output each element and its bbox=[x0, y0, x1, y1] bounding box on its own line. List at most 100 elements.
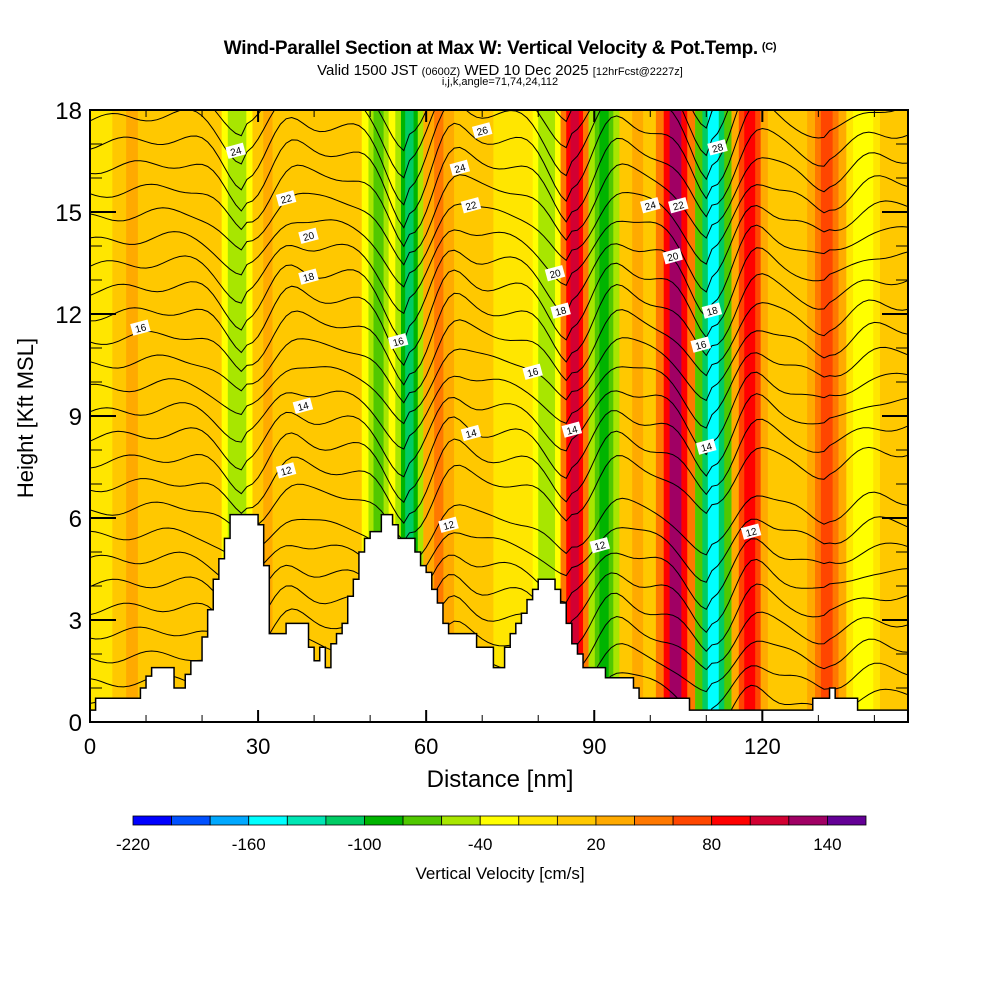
contour-label-text: 22 bbox=[280, 193, 294, 207]
theta-contour bbox=[90, 200, 908, 315]
contour-label-box bbox=[561, 421, 583, 438]
x-axis-label: Distance [nm] bbox=[426, 766, 574, 793]
valid-date: WED 10 Dec 2025 bbox=[464, 62, 589, 79]
contour-label-box bbox=[701, 302, 723, 319]
contour-label-text: 22 bbox=[672, 200, 686, 214]
contour-label-box bbox=[387, 333, 409, 350]
contour-label-text: 28 bbox=[711, 142, 725, 156]
contour-label-text: 14 bbox=[700, 441, 714, 455]
colorbar: -220 -160 -100 -40 20 80 140 bbox=[116, 815, 867, 854]
colorbar-tick-label: -100 bbox=[347, 835, 381, 854]
theta-contour bbox=[90, 110, 825, 206]
x-tick-label: 60 bbox=[414, 734, 438, 759]
contour-label-box bbox=[550, 302, 571, 319]
velocity-core bbox=[781, 110, 794, 722]
contour-label-box bbox=[690, 336, 711, 353]
velocity-core bbox=[707, 110, 719, 722]
contour-label-box bbox=[130, 319, 151, 336]
contour-label: 16 bbox=[522, 363, 543, 380]
colorbar-swatch bbox=[209, 815, 250, 826]
velocity-core bbox=[632, 110, 644, 722]
theta-contour bbox=[90, 299, 908, 404]
colorbar-swatch bbox=[441, 815, 481, 826]
x-tick-label: 120 bbox=[744, 734, 781, 759]
velocity-core bbox=[263, 110, 273, 722]
contour-label-text: 24 bbox=[453, 162, 467, 176]
colorbar-swatch bbox=[711, 815, 751, 826]
contour-label-box bbox=[707, 139, 728, 156]
contour-label-text: 24 bbox=[229, 145, 243, 159]
contour-label: 22 bbox=[460, 197, 482, 214]
colorbar-tick-label: 140 bbox=[813, 835, 841, 854]
velocity-core bbox=[744, 110, 756, 722]
contour-label-text: 16 bbox=[134, 322, 148, 336]
contour-label: 14 bbox=[561, 421, 583, 438]
chart-title: Wind-Parallel Section at Max W: Vertical… bbox=[0, 38, 1000, 60]
velocity-core bbox=[669, 110, 682, 722]
colorbar-swatch bbox=[132, 815, 172, 826]
velocity-core bbox=[232, 110, 242, 722]
contour-label-text: 18 bbox=[554, 305, 568, 319]
valid-utc: (0600Z) bbox=[421, 66, 461, 78]
contour-label-box bbox=[275, 462, 297, 479]
theta-contour bbox=[90, 446, 908, 542]
theta-contour bbox=[90, 110, 899, 229]
y-tick-label: 15 bbox=[55, 200, 82, 227]
velocity-core bbox=[570, 110, 579, 722]
theta-contour bbox=[90, 152, 908, 266]
contour-label: 16 bbox=[387, 333, 409, 350]
forecast-info: [12hrFcst@2227z] bbox=[592, 66, 683, 78]
velocity-core bbox=[373, 110, 384, 722]
contour-labels: 24 22 20 18 16 14 12 26 24 22 16 14 12 16 20 18 14 12 24 22… bbox=[130, 122, 762, 553]
chart-subtitle: Valid 1500 JST (0600Z) WED 10 Dec 2025 [… bbox=[0, 62, 1000, 79]
terrain bbox=[90, 513, 908, 722]
contour-label-box bbox=[544, 265, 566, 282]
contour-label-text: 16 bbox=[694, 339, 708, 353]
colorbar-swatch bbox=[518, 815, 558, 826]
velocity-core bbox=[820, 110, 833, 722]
colorbar-swatch bbox=[595, 815, 635, 826]
y-tick-label: 12 bbox=[55, 302, 82, 329]
theta-contour bbox=[90, 371, 908, 478]
contour-label-box bbox=[225, 142, 246, 159]
colorbar-tick-label: 80 bbox=[702, 835, 721, 854]
velocity-core bbox=[467, 110, 480, 722]
colorbar-swatch bbox=[286, 815, 327, 826]
theta-contour bbox=[90, 175, 908, 288]
contour-label-box bbox=[640, 197, 661, 214]
contour-label: 18 bbox=[550, 302, 571, 319]
x-tick-label: 90 bbox=[582, 734, 606, 759]
contour-label-text: 14 bbox=[465, 428, 479, 442]
contour-label-text: 18 bbox=[705, 305, 719, 319]
section-indices: i,j,k,angle=71,74,24,112 bbox=[441, 76, 559, 88]
contour-label: 24 bbox=[449, 159, 471, 176]
contour-label-box bbox=[298, 227, 319, 244]
contour-label: 22 bbox=[275, 190, 297, 207]
contour-label: 24 bbox=[225, 142, 246, 159]
contour-label: 18 bbox=[701, 302, 723, 319]
contour-label: 14 bbox=[292, 397, 314, 414]
contour-label-text: 16 bbox=[392, 336, 406, 350]
theta-contour bbox=[90, 273, 908, 386]
contour-label-box bbox=[740, 523, 762, 540]
contour-label-text: 22 bbox=[465, 200, 479, 214]
terrain-polygon bbox=[90, 513, 908, 722]
contour-label-box bbox=[275, 190, 297, 207]
axes: 0 30 60 90 120 0 3 6 9 12 15 18 bbox=[55, 98, 908, 759]
velocity-core bbox=[507, 110, 519, 722]
colorbar-tick-label: -220 bbox=[116, 835, 150, 854]
velocity-core bbox=[405, 110, 414, 722]
contour-label-box bbox=[460, 424, 482, 442]
contour-label-box bbox=[668, 197, 689, 214]
contour-label: 12 bbox=[740, 523, 762, 540]
colorbar-tick-label: -40 bbox=[468, 835, 493, 854]
velocity-core bbox=[126, 110, 138, 722]
contour-label-text: 20 bbox=[666, 251, 680, 265]
velocity-core bbox=[197, 110, 209, 722]
colorbar-label: Vertical Velocity [cm/s] bbox=[415, 864, 585, 883]
theta-contour bbox=[213, 110, 714, 152]
velocity-core bbox=[542, 110, 551, 722]
contour-label-box bbox=[662, 248, 683, 265]
colorbar-swatch bbox=[672, 815, 713, 826]
